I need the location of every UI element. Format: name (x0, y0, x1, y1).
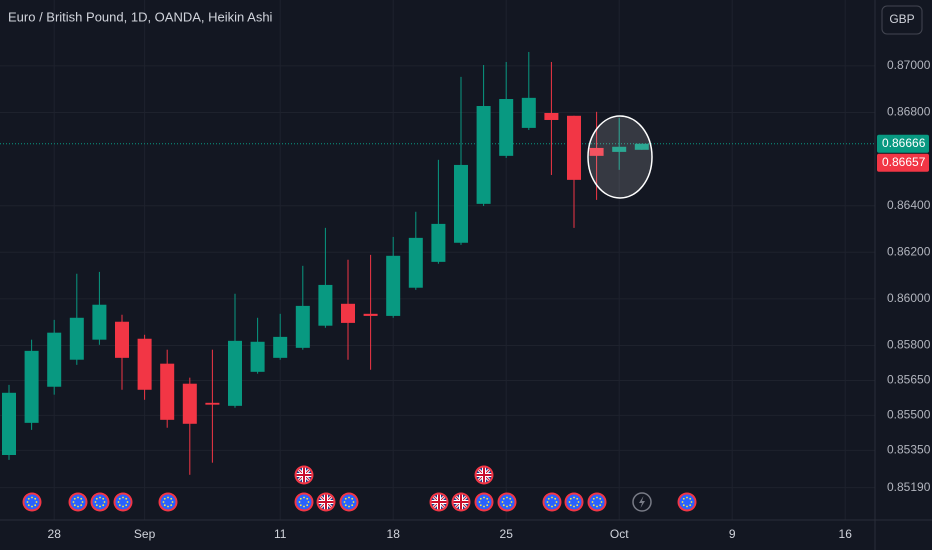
y-tick-label: 0.86400 (887, 198, 931, 212)
y-tick-label: 0.86200 (887, 244, 931, 258)
axes: 0.87000 0.86800 0.86400 0.86200 0.86000 0.858… (48, 58, 931, 541)
candle-body (318, 284, 333, 326)
candle-body (363, 313, 378, 316)
candle-body (408, 237, 423, 288)
candle-body (273, 336, 288, 358)
candle-body (69, 317, 84, 360)
candle-body (182, 383, 197, 424)
y-tick-label: 0.85500 (887, 408, 931, 422)
y-tick-label: 0.85800 (887, 338, 931, 352)
candle-body (589, 147, 604, 156)
x-tick-label: 28 (48, 527, 62, 541)
candle-body (295, 305, 310, 348)
candle-body (250, 341, 265, 372)
currency-button[interactable] (881, 5, 923, 35)
candle-body (92, 304, 107, 340)
candle-body (544, 112, 559, 120)
second-price-tag (877, 153, 929, 172)
x-tick-label: 25 (500, 527, 514, 541)
candle-body (47, 332, 62, 387)
y-tick-label: 0.86000 (887, 291, 931, 305)
candle-body (137, 338, 152, 390)
candle-body (386, 255, 401, 316)
candle-body (160, 363, 175, 420)
x-tick-label: Sep (134, 527, 156, 541)
last-price-label: 0.86666 (882, 136, 926, 150)
x-tick-label: 9 (729, 527, 736, 541)
candle-body (228, 340, 242, 406)
highlight-circle (587, 115, 653, 199)
candle-body (567, 115, 581, 180)
y-tick-label: 0.85190 (887, 480, 931, 494)
candle-body (476, 106, 491, 204)
candle-body (205, 402, 220, 405)
last-price-tag (877, 134, 929, 153)
candle-body (454, 164, 468, 243)
y-tick-label: 0.85350 (887, 443, 931, 457)
candle-body (612, 146, 627, 152)
candle-body (431, 223, 446, 262)
x-tick-label: 16 (839, 527, 853, 541)
y-tick-label: 0.86800 (887, 105, 931, 119)
x-tick-label: 11 (274, 527, 287, 541)
candle-body (115, 321, 129, 358)
x-tick-label: Oct (610, 527, 629, 541)
candles (2, 51, 649, 475)
chart-title: Euro / British Pound, 1D, OANDA, Heikin … (8, 9, 273, 24)
currency-label[interactable]: GBP (889, 12, 914, 26)
candle-body (521, 97, 536, 128)
second-price-label: 0.86657 (882, 155, 926, 169)
candle-body (24, 350, 39, 423)
candle-body (634, 143, 649, 150)
candle-body (499, 99, 514, 156)
x-tick-label: 18 (387, 527, 401, 541)
candle-body (341, 303, 355, 323)
candle-body (2, 392, 16, 455)
y-tick-label: 0.87000 (887, 58, 931, 72)
y-tick-label: 0.85650 (887, 373, 931, 387)
